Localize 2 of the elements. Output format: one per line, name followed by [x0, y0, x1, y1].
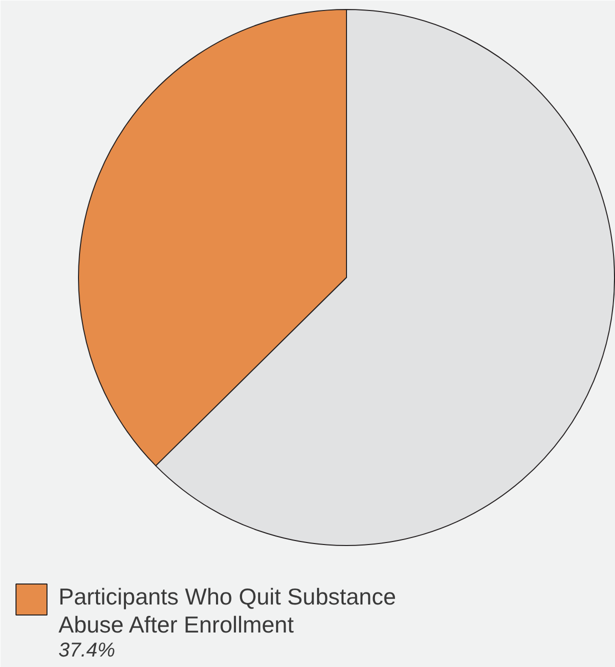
- data-label: 37.4%: [58, 640, 116, 662]
- legend-label: Participants Who Quit Substance Abuse After Enrollment: [58, 584, 396, 638]
